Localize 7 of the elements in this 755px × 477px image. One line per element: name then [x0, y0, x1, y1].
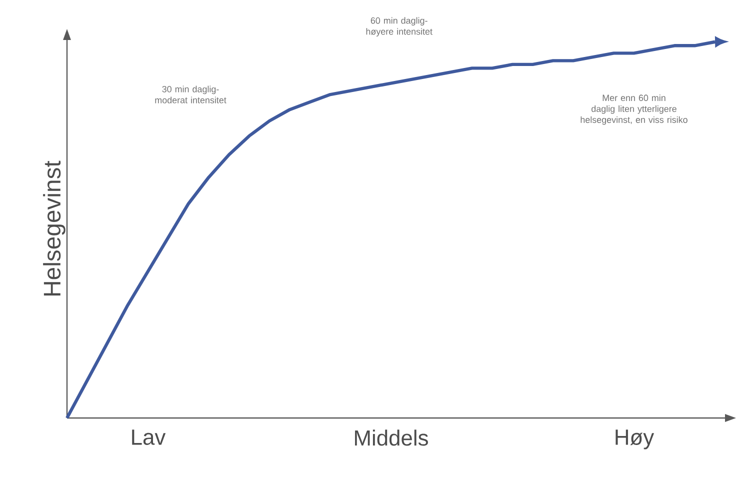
text: 60 min daglig- høyere intensitet [366, 17, 432, 36]
x-tick-label: Middels [355, 430, 428, 446]
annotation: Mer enn 60 min daglig liten ytterligere helsegevinst, en viss risiko [580, 94, 688, 125]
y-axis-title: Helsegevinst [43, 160, 66, 296]
annotation: 30 min daglig- moderat intensitet [155, 86, 226, 104]
x-tick-label: Høy [616, 430, 654, 450]
x-tick-label: Lav [132, 430, 166, 445]
